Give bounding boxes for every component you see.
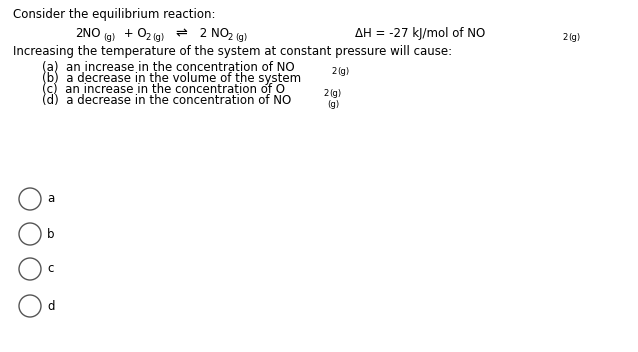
Text: 2: 2 [562,33,567,42]
Text: Consider the equilibrium reaction:: Consider the equilibrium reaction: [13,8,216,21]
Text: ΔH = -27 kJ/mol of NO: ΔH = -27 kJ/mol of NO [355,27,486,40]
Text: a: a [47,193,54,206]
Text: 2: 2 [331,67,336,76]
Text: c: c [47,263,54,276]
Text: Increasing the temperature of the system at constant pressure will cause:: Increasing the temperature of the system… [13,45,452,58]
Text: 2 NO: 2 NO [196,27,229,40]
Text: (b)  a decrease in the volume of the system: (b) a decrease in the volume of the syst… [42,72,301,85]
Text: b: b [47,227,54,240]
Text: (g): (g) [337,67,349,76]
Text: (c)  an increase in the concentration of O: (c) an increase in the concentration of … [42,83,285,96]
Text: ⇌: ⇌ [175,26,187,40]
Text: (g): (g) [329,89,341,98]
Text: + O: + O [120,27,147,40]
Text: 2NO: 2NO [75,27,101,40]
Text: d: d [47,300,54,313]
Text: (g): (g) [327,100,339,109]
Text: 2: 2 [323,89,329,98]
Text: 2: 2 [227,33,232,42]
Text: (d)  a decrease in the concentration of NO: (d) a decrease in the concentration of N… [42,94,292,107]
Text: (a)  an increase in the concentration of NO: (a) an increase in the concentration of … [42,61,295,74]
Text: 2: 2 [145,33,151,42]
Text: (g): (g) [152,33,164,42]
Text: (g): (g) [568,33,580,42]
Text: (g): (g) [103,33,115,42]
Text: (g): (g) [235,33,247,42]
